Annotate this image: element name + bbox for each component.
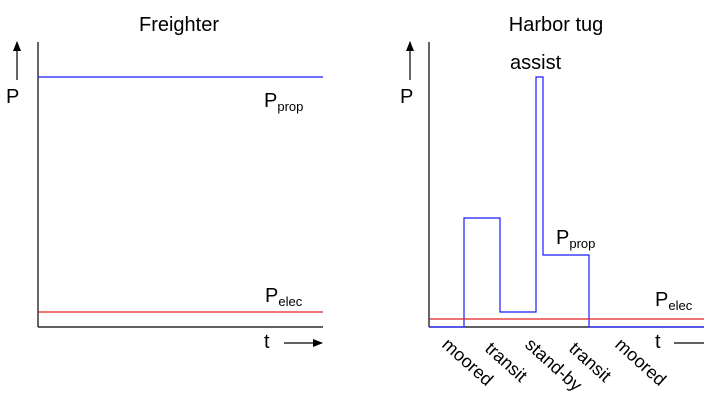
tug-assist-label: assist — [510, 52, 562, 74]
harbor-tug-title: Harbor tug — [509, 14, 604, 36]
tug-elec-label: Pelec — [655, 289, 693, 313]
freighter-y-label: P — [6, 86, 19, 108]
freighter-x-label: t — [264, 331, 270, 353]
phase-label-moored-2: moored — [611, 334, 670, 390]
tug-prop-profile — [429, 76, 704, 328]
freighter-panel: Freighter P t Pprop Pelec — [6, 14, 323, 353]
phase-label-moored: moored — [438, 334, 497, 390]
freighter-title: Freighter — [139, 14, 219, 36]
freighter-elec-label: Pelec — [265, 285, 303, 309]
freighter-prop-label: Pprop — [264, 90, 303, 114]
tug-x-label: t — [655, 331, 661, 353]
tug-prop-label: Pprop — [556, 227, 595, 251]
harbor-tug-panel: Harbor tug P t assist Pprop Pelec moored… — [400, 14, 704, 395]
tug-y-label: P — [400, 86, 413, 108]
